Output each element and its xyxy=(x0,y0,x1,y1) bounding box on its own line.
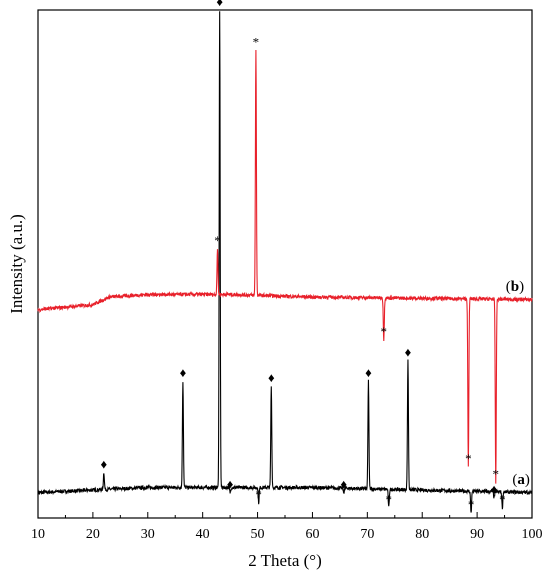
x-tick-label: 40 xyxy=(196,527,210,542)
peak-marker: ♦ xyxy=(227,477,234,492)
peak-marker: ♦ xyxy=(340,477,347,492)
peak-marker: ♦ xyxy=(405,345,412,360)
y-axis-title: Intensity (a.u.) xyxy=(7,214,26,314)
x-axis-title: 2 Theta (°) xyxy=(248,551,322,570)
plot-frame xyxy=(37,9,533,519)
x-axis-ticks: 10 20 30 40 50 60 70 80 90 100 xyxy=(31,512,543,542)
series-line-1 xyxy=(37,49,533,484)
series-label: (b) xyxy=(506,279,524,295)
series-line-0 xyxy=(37,11,533,513)
peak-marker: * xyxy=(385,492,392,507)
peak-marker: * xyxy=(255,487,262,502)
peak-marker: * xyxy=(499,492,506,507)
peak-marker: * xyxy=(465,451,472,466)
x-tick-label: 90 xyxy=(470,527,484,542)
x-tick-label: 10 xyxy=(31,527,45,542)
x-tick-label: 50 xyxy=(251,527,265,542)
series-layer xyxy=(37,11,533,513)
peak-marker: * xyxy=(468,497,475,512)
peak-marker: ♦ xyxy=(101,456,108,471)
x-tick-label: 100 xyxy=(522,527,543,542)
peak-marker: * xyxy=(214,233,221,248)
peak-marker: * xyxy=(493,466,500,481)
peak-marker: ♦ xyxy=(216,0,223,9)
x-tick-label: 30 xyxy=(141,527,155,542)
x-tick-label: 70 xyxy=(360,527,374,542)
peak-marker: ♦ xyxy=(180,365,187,380)
x-tick-label: 80 xyxy=(415,527,429,542)
peak-marker: ♦ xyxy=(365,365,372,380)
peak-markers: ♦♦♦♦*♦♦♦*♦*♦*(a)*****(b) xyxy=(101,0,530,512)
peak-marker: * xyxy=(381,324,388,339)
peak-marker: ♦ xyxy=(491,482,498,497)
peak-marker: ♦ xyxy=(268,370,275,385)
x-tick-label: 20 xyxy=(86,527,100,542)
series-label: (a) xyxy=(512,472,530,488)
peak-marker: * xyxy=(253,35,260,50)
x-tick-label: 60 xyxy=(305,527,319,542)
